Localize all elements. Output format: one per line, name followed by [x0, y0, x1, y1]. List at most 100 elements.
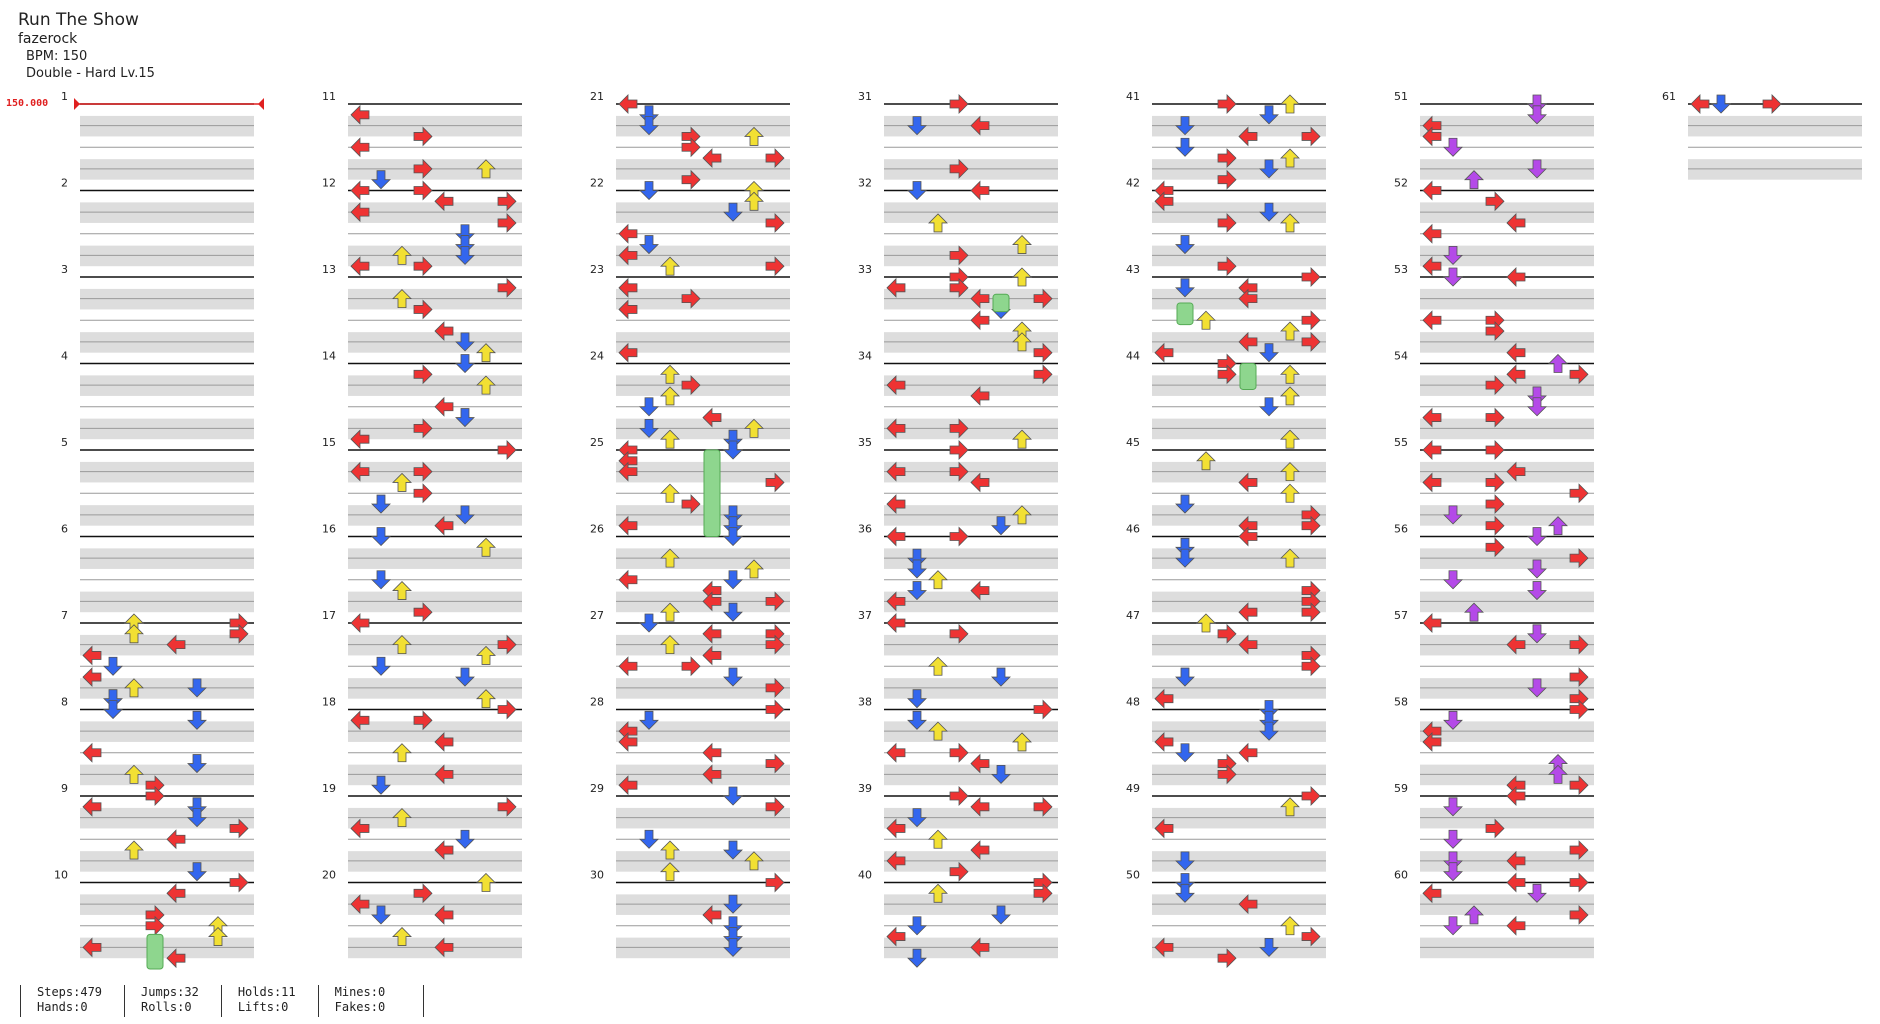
- beat-band: [80, 288, 254, 310]
- stat-rolls: Rolls:0: [141, 1000, 192, 1014]
- right-arrow-icon: [1301, 602, 1321, 623]
- down-arrow-icon: [1527, 624, 1547, 644]
- down-arrow-icon: [723, 527, 743, 547]
- bpm-change-label: 150.000: [6, 98, 49, 109]
- right-arrow-icon: [949, 245, 969, 266]
- left-arrow-icon: [886, 742, 906, 763]
- stats-bar: Steps:479 Hands:0 Jumps:32 Rolls:0 Holds…: [20, 985, 425, 1017]
- left-arrow-icon: [1506, 212, 1526, 233]
- beat-band: [616, 418, 790, 440]
- down-arrow-icon: [455, 245, 475, 265]
- measure-number: 47: [1126, 609, 1140, 622]
- beat-band: [80, 115, 254, 137]
- up-arrow-icon: [1012, 505, 1032, 525]
- left-arrow-icon: [886, 850, 906, 871]
- up-arrow-icon: [660, 364, 680, 384]
- left-arrow-icon: [1238, 634, 1258, 655]
- measure-number: 56: [1394, 523, 1408, 536]
- left-arrow-icon: [618, 245, 638, 266]
- left-arrow-icon: [1238, 742, 1258, 763]
- down-arrow-icon: [103, 689, 123, 709]
- right-arrow-icon: [765, 634, 785, 655]
- measure-number: 16: [322, 523, 336, 536]
- beat-band: [1152, 807, 1326, 829]
- down-arrow-icon: [187, 862, 207, 882]
- left-arrow-icon: [350, 710, 370, 731]
- down-arrow-icon: [1443, 137, 1463, 157]
- stat-holds: Holds:11: [237, 985, 296, 999]
- beat-band: [348, 288, 522, 310]
- down-arrow-icon: [723, 840, 743, 860]
- beat-band: [348, 332, 522, 353]
- stat-mines-fakes: Mines:0 Fakes:0: [317, 985, 425, 1017]
- right-arrow-icon: [1569, 872, 1589, 893]
- right-arrow-icon: [1569, 840, 1589, 861]
- left-arrow-icon: [82, 796, 102, 817]
- down-arrow-icon: [1443, 862, 1463, 882]
- left-arrow-icon: [1154, 342, 1174, 363]
- left-arrow-icon: [1154, 688, 1174, 709]
- up-arrow-icon: [660, 548, 680, 568]
- step-chart: 1234567891011121314151617181920212223242…: [54, 90, 1862, 970]
- down-arrow-icon: [1443, 505, 1463, 525]
- beat-band: [80, 245, 254, 267]
- beat-band: [80, 548, 254, 569]
- beat-band: [80, 807, 254, 829]
- up-arrow-icon: [124, 840, 144, 860]
- beat-band: [348, 807, 522, 829]
- up-arrow-icon: [928, 721, 948, 741]
- down-arrow-icon: [455, 224, 475, 244]
- left-arrow-icon: [618, 342, 638, 363]
- right-arrow-icon: [1033, 342, 1053, 363]
- down-arrow-icon: [723, 202, 743, 222]
- down-arrow-icon: [639, 397, 659, 417]
- down-arrow-icon: [723, 440, 743, 460]
- down-arrow-icon: [187, 797, 207, 817]
- up-arrow-icon: [476, 872, 496, 892]
- measure-number: 17: [322, 609, 336, 622]
- measure-number: 48: [1126, 696, 1140, 709]
- beat-band: [616, 505, 790, 526]
- beat-band: [1152, 851, 1326, 872]
- down-arrow-icon: [639, 116, 659, 136]
- left-arrow-icon: [618, 94, 638, 114]
- right-arrow-icon: [949, 277, 969, 298]
- left-arrow-icon: [82, 645, 102, 666]
- beat-band: [616, 937, 790, 959]
- beat-band: [884, 591, 1058, 613]
- left-arrow-icon: [1422, 731, 1442, 752]
- up-arrow-icon: [392, 926, 412, 946]
- beat-band: [616, 721, 790, 742]
- down-arrow-icon: [1259, 105, 1279, 125]
- left-arrow-icon: [350, 202, 370, 223]
- measure-number: 23: [590, 263, 604, 276]
- right-arrow-icon: [1485, 494, 1505, 515]
- up-arrow-icon: [476, 645, 496, 665]
- down-arrow-icon: [1175, 137, 1195, 157]
- song-header: Run The Show fazerock BPM: 150 Double - …: [18, 10, 155, 82]
- down-arrow-icon: [991, 667, 1011, 687]
- left-arrow-icon: [702, 904, 722, 925]
- right-arrow-icon: [413, 602, 433, 623]
- left-arrow-icon: [166, 883, 186, 904]
- left-arrow-icon: [1422, 883, 1442, 904]
- song-bpm: BPM: 150: [26, 49, 88, 64]
- beat-band: [1420, 548, 1594, 569]
- right-arrow-icon: [1485, 191, 1505, 212]
- left-arrow-icon: [350, 613, 370, 633]
- measure-number: 51: [1394, 90, 1408, 103]
- down-arrow-icon: [1711, 94, 1731, 114]
- right-arrow-icon: [1301, 926, 1321, 947]
- down-arrow-icon: [187, 808, 207, 828]
- up-arrow-icon: [744, 418, 764, 438]
- down-arrow-icon: [991, 764, 1011, 784]
- measure-number: 35: [858, 436, 872, 449]
- down-arrow-icon: [1259, 721, 1279, 741]
- right-arrow-icon: [497, 634, 517, 655]
- measure-number: 57: [1394, 609, 1408, 622]
- right-arrow-icon: [681, 494, 701, 515]
- measure-number: 60: [1394, 869, 1408, 882]
- right-arrow-icon: [497, 212, 517, 233]
- left-arrow-icon: [1422, 223, 1442, 244]
- down-arrow-icon: [1443, 710, 1463, 730]
